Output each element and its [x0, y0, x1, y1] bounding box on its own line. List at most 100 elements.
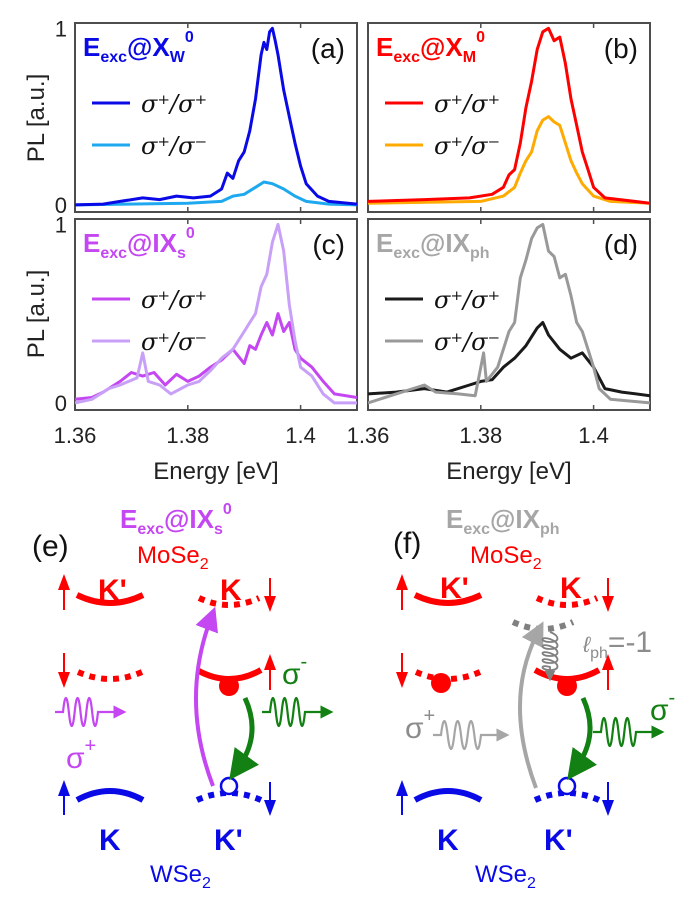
electron-dot-icon [431, 673, 451, 693]
band-diagram-shapes [55, 574, 334, 816]
legend-label: σ⁺/σ⁻ [141, 328, 207, 356]
electron-dot-icon [219, 676, 239, 696]
hole-circle-icon [557, 776, 577, 796]
y-tick-label: 1 [55, 212, 67, 237]
band-diagram-shapes [396, 574, 665, 816]
plot-area [74, 22, 358, 213]
series-line-co-polarized [75, 26, 357, 207]
electron-dot-icon [557, 676, 577, 696]
x-tick-label: 1.4 [285, 423, 316, 448]
excitation-arrow-icon [518, 621, 544, 789]
x-tick-label: 1.38 [166, 423, 209, 448]
annotation-part: ph [470, 245, 490, 262]
valley-label: K' [544, 824, 573, 857]
legend-label: σ⁺/σ⁻ [434, 132, 500, 160]
sigma-minus-label: σ- [282, 651, 307, 691]
panel-label: (a) [311, 33, 345, 64]
excitation-title: Eexc@IXs0 [120, 501, 232, 538]
valley-label: K [220, 574, 242, 607]
panel-label: (b) [604, 33, 638, 64]
valence-band-solid [413, 788, 483, 803]
annotation-part: exc [100, 49, 127, 66]
panel-a: 0 1 σ⁺/σ⁺ σ⁺/σ⁻ Eexc@XW 0 (a) [55, 16, 358, 218]
annotation-part: 0 [186, 225, 195, 242]
excitation-annotation: Eexc@XM0 [376, 29, 485, 66]
x-tick-label: 1.36 [347, 423, 390, 448]
sigma-plus-label: σ+ [66, 735, 96, 775]
valley-label: K [437, 824, 459, 857]
annotation-part: s [177, 245, 186, 262]
conduction-band-solid [413, 592, 483, 606]
conduction-band-dotted [76, 669, 144, 682]
excitation-arrow-icon [194, 606, 218, 787]
phonon-spring-icon [541, 631, 559, 682]
diagram-e: (e) Eexc@IXs0 MoSe2 K' K K K' WSe2 σ+ σ- [32, 501, 334, 892]
legend-label: σ⁺/σ⁻ [141, 132, 207, 160]
panel-b: σ⁺/σ⁺ σ⁺/σ⁻ Eexc@XM0 (b) [367, 22, 651, 213]
valence-band-solid [75, 788, 145, 803]
valley-label: K [560, 572, 582, 605]
excitation-annotation: Eexc@XW 0 [83, 29, 194, 66]
annotation-part: W [170, 49, 186, 66]
light-wave-icon [55, 696, 127, 728]
annotation-part: 0 [476, 29, 485, 46]
legend-label: σ⁺/σ⁺ [434, 286, 500, 314]
relaxation-arrow-icon [567, 696, 597, 781]
series-line-cross-polarized [75, 222, 357, 405]
phonon-label: ℓph=-1 [582, 626, 652, 662]
legend-label: σ⁺/σ⁻ [434, 328, 500, 356]
annotation-part: E [83, 228, 100, 258]
annotation-part: @IX [420, 228, 471, 258]
x-axis-label-left: Energy [eV] [153, 458, 278, 485]
y-tick-label: 1 [55, 16, 67, 41]
annotation-part: E [376, 228, 393, 258]
annotation-part: E [83, 32, 100, 62]
annotation-part: E [376, 32, 393, 62]
layer-label-mose2: MoSe2 [137, 542, 209, 573]
panel-d: 1.36 1.38 1.4 σ⁺/σ⁺ σ⁺/σ⁻ Eexc@IXph (d) [347, 218, 651, 448]
annotation-part: @X [420, 32, 463, 62]
y-axis-label-bottom: PL [a.u.] [23, 270, 50, 359]
annotation-part: exc [393, 49, 420, 66]
light-wave-icon [262, 696, 334, 728]
layer-label-mose2: MoSe2 [470, 542, 542, 573]
x-tick-label: 1.38 [459, 423, 502, 448]
valley-label: K [99, 824, 121, 857]
diagram-label: (f) [393, 527, 421, 560]
light-wave-icon [433, 719, 510, 751]
conduction-band-dotted [535, 595, 599, 608]
virtual-band-dotted [511, 619, 575, 632]
diagram-label: (e) [32, 530, 69, 563]
x-tick-label: 1.36 [54, 423, 97, 448]
y-tick-label: 0 [55, 391, 67, 416]
y-tick-label: 0 [55, 193, 67, 218]
sigma-minus-label: σ- [650, 687, 675, 727]
plot-area [367, 218, 651, 411]
relaxation-arrow-icon [229, 696, 259, 781]
conduction-band-dotted [197, 595, 261, 608]
annotation-part: 0 [185, 29, 194, 46]
diagram-f: (f) Eexc@IXph MoSe2 K' K K K' WSe2 σ+ σ-… [393, 504, 675, 892]
legend-label: σ⁺/σ⁺ [141, 286, 207, 314]
y-axis-label-top: PL [a.u.] [23, 74, 50, 163]
series-line-cross-polarized [75, 180, 357, 207]
annotation-part: exc [100, 245, 127, 262]
conduction-band-solid [75, 592, 145, 606]
excitation-title: Eexc@IXph [446, 504, 560, 538]
annotation-part: exc [393, 245, 420, 262]
plot-area [367, 22, 651, 213]
legend-label: σ⁺/σ⁺ [434, 90, 500, 118]
hole-circle-icon [219, 776, 239, 796]
series-line-cross-polarized [368, 115, 650, 205]
excitation-annotation: Eexc@IXph [376, 228, 490, 262]
light-wave-icon [593, 716, 665, 748]
layer-label-wse2: WSe2 [150, 861, 211, 892]
annotation-part: @IX [127, 228, 178, 258]
pl-spectra-panels: 01σ⁺/σ⁺σ⁺/σ⁻Eexc@XW0 (a)σ⁺/σ⁺σ⁺/σ⁻Eexc@XM… [54, 16, 651, 448]
valley-label: K' [214, 824, 243, 857]
x-tick-label: 1.4 [578, 423, 609, 448]
series-line-cross-polarized [368, 222, 650, 405]
excitation-annotation: Eexc@IXs0 [83, 225, 195, 262]
